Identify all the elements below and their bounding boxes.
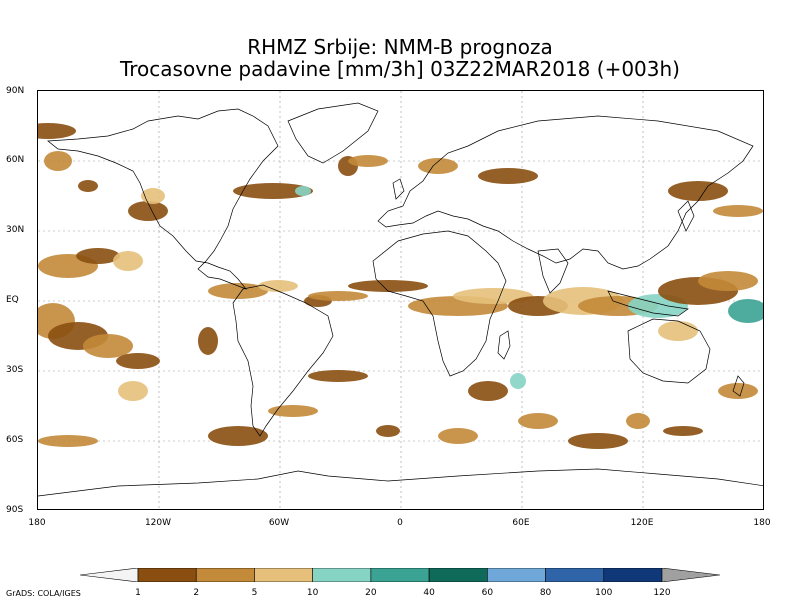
colorbar-swatch	[603, 568, 663, 582]
world-map	[38, 91, 763, 509]
colorbar-under-triangle	[80, 568, 139, 582]
colorbar-label: 2	[193, 588, 200, 598]
precip-area	[128, 201, 168, 221]
precip-area	[38, 123, 76, 139]
colorbar-swatch	[487, 568, 546, 582]
precip-area	[208, 426, 268, 446]
gridlines	[38, 91, 763, 509]
precip-area	[308, 291, 368, 301]
map-title: RHMZ Srbije: NMM-B prognoza Trocasovne p…	[0, 36, 800, 80]
precip-area	[668, 181, 728, 201]
coast-japan	[677, 200, 695, 232]
xlabel-60e: 60E	[512, 518, 530, 528]
precip-area	[83, 334, 133, 358]
colorbar-label: 40	[423, 588, 435, 598]
ylabel-90s: 90S	[6, 505, 24, 515]
precip-area	[78, 180, 98, 192]
ylabel-90n: 90N	[6, 86, 25, 96]
colorbar-swatch	[195, 568, 255, 582]
colorbar-label: 1	[135, 588, 141, 598]
precip-area	[38, 435, 98, 447]
precip-area	[233, 183, 313, 199]
colorbar	[80, 568, 720, 582]
precip-area	[348, 280, 428, 292]
coast-eurasia	[377, 115, 754, 270]
colorbar-label: 5	[251, 588, 258, 598]
ylabel-30s: 30S	[6, 365, 24, 375]
precip-area	[116, 353, 160, 369]
coastlines	[38, 102, 763, 497]
colorbar-swatch	[370, 568, 430, 582]
colorbar-label: 60	[481, 588, 494, 598]
colorbar-label: 120	[653, 588, 671, 598]
precip-area	[76, 248, 120, 264]
xlabel-180e: 180	[753, 518, 771, 528]
xlabel-120w: 120W	[144, 518, 172, 528]
precip-area	[478, 168, 538, 184]
precip-area	[658, 321, 698, 341]
colorbar-swatch	[312, 568, 372, 582]
coast-greenland	[287, 102, 379, 164]
precip-area	[713, 205, 763, 217]
colorbar-swatch	[428, 568, 488, 582]
precip-area	[198, 327, 218, 355]
coast-madagascar	[497, 330, 511, 360]
coast-uk	[392, 178, 405, 200]
colorbar-label: 10	[306, 588, 319, 598]
colorbar-swatch	[254, 568, 313, 582]
precip-area	[518, 413, 558, 429]
coast-south-america	[232, 284, 334, 437]
precip-area	[453, 288, 533, 304]
coast-australia	[627, 318, 711, 384]
colorbar-swatch	[545, 568, 605, 582]
coast-indonesia	[607, 290, 689, 317]
coast-north-america	[47, 108, 279, 290]
colorbar-swatch	[137, 568, 197, 582]
precip-area	[258, 280, 298, 292]
precip-area	[141, 188, 165, 204]
precip-area	[568, 433, 628, 449]
colorbar-over-triangle	[661, 568, 720, 582]
xlabel-120e: 120E	[630, 518, 654, 528]
precip-area	[728, 299, 763, 323]
precip-area	[438, 428, 478, 444]
precipitation-field	[38, 123, 763, 449]
ylabel-60n: 60N	[6, 155, 25, 165]
coast-india	[537, 248, 569, 294]
credit-text: GrADS: COLA/IGES	[6, 589, 81, 598]
title-line-1: RHMZ Srbije: NMM-B prognoza	[247, 35, 553, 59]
colorbar-label: 100	[595, 588, 613, 598]
coast-antarctica	[38, 468, 763, 497]
precip-area	[44, 151, 72, 171]
colorbar-label: 80	[539, 588, 552, 598]
precip-area	[118, 381, 148, 401]
colorbar-label: 20	[365, 588, 377, 598]
precip-area	[626, 413, 650, 429]
precip-area	[113, 251, 143, 271]
precip-area	[418, 158, 458, 174]
precip-area	[268, 405, 318, 417]
precip-area	[718, 383, 758, 399]
precip-area	[698, 271, 758, 291]
coast-africa	[372, 230, 507, 377]
precip-area	[308, 370, 368, 382]
precip-area	[348, 155, 388, 167]
ylabel-60s: 60S	[6, 435, 24, 445]
xlabel-0: 0	[397, 518, 403, 528]
precip-area	[295, 186, 311, 196]
xlabel-180w: 180	[28, 518, 46, 528]
precip-area	[468, 381, 508, 401]
precip-area	[663, 426, 703, 436]
precip-area	[510, 373, 526, 389]
ylabel-eq: EQ	[6, 295, 19, 305]
title-line-2: Trocasovne padavine [mm/3h] 03Z22MAR2018…	[120, 57, 680, 81]
map-panel	[37, 90, 764, 510]
ylabel-30n: 30N	[6, 225, 25, 235]
coast-new-zealand	[732, 375, 745, 397]
xlabel-60w: 60W	[268, 518, 290, 528]
precip-area	[376, 425, 400, 437]
